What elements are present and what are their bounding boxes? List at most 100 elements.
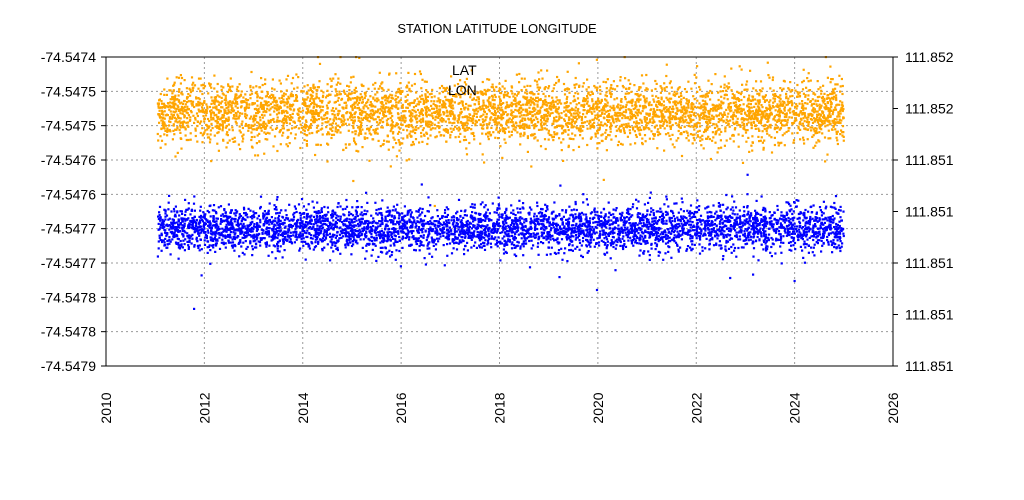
point-lon bbox=[467, 91, 470, 94]
point-lon bbox=[824, 106, 827, 109]
point-lon bbox=[308, 99, 312, 102]
point-lon bbox=[714, 109, 717, 112]
point-lon bbox=[376, 111, 379, 114]
point-lon bbox=[385, 102, 388, 105]
point-lon bbox=[804, 107, 807, 110]
point-lon bbox=[602, 107, 606, 110]
point-lon bbox=[669, 127, 672, 130]
point-lon bbox=[262, 106, 265, 109]
point-lon bbox=[387, 148, 390, 151]
point-lon bbox=[273, 135, 277, 138]
point-lon bbox=[759, 122, 763, 125]
point-lon bbox=[360, 125, 363, 129]
point-lon bbox=[584, 115, 587, 119]
point-lon bbox=[418, 141, 421, 144]
point-lon bbox=[452, 107, 455, 110]
point-lon bbox=[435, 135, 438, 138]
point-lon bbox=[712, 136, 715, 139]
point-lon bbox=[816, 99, 820, 102]
point-lon bbox=[317, 114, 320, 117]
point-lon bbox=[721, 90, 725, 93]
point-lat bbox=[380, 216, 384, 220]
point-lon bbox=[508, 117, 511, 120]
point-lon bbox=[533, 98, 536, 101]
point-lon bbox=[503, 130, 506, 133]
point-lon bbox=[692, 95, 695, 98]
point-lat bbox=[445, 215, 448, 218]
point-lon bbox=[363, 116, 366, 120]
point-lon bbox=[770, 151, 774, 154]
point-lon bbox=[665, 86, 668, 89]
point-lon bbox=[449, 93, 452, 96]
point-lon bbox=[748, 94, 751, 97]
point-lon bbox=[778, 118, 781, 121]
point-lon bbox=[171, 106, 174, 109]
point-lon bbox=[390, 96, 393, 100]
point-lon bbox=[412, 143, 415, 146]
point-lon bbox=[321, 117, 324, 120]
point-lon bbox=[518, 126, 522, 130]
point-lon bbox=[412, 129, 415, 132]
point-lon bbox=[189, 94, 192, 97]
point-lon bbox=[692, 108, 695, 111]
point-lon bbox=[775, 113, 778, 116]
point-lon bbox=[587, 92, 590, 95]
point-lon bbox=[677, 137, 680, 140]
point-lat bbox=[186, 232, 189, 235]
point-lon bbox=[193, 105, 196, 109]
point-lon bbox=[468, 113, 471, 116]
point-lat bbox=[361, 214, 364, 217]
point-lon bbox=[615, 112, 618, 115]
point-lon bbox=[269, 102, 272, 105]
point-lon bbox=[488, 78, 491, 81]
point-lon bbox=[837, 113, 840, 116]
point-lon bbox=[631, 104, 634, 107]
point-lon bbox=[630, 112, 633, 115]
point-lon bbox=[751, 110, 755, 113]
point-lon bbox=[388, 73, 391, 76]
point-lon bbox=[201, 141, 204, 144]
point-lon bbox=[352, 137, 356, 140]
point-lon bbox=[667, 132, 670, 135]
point-lon bbox=[285, 117, 288, 120]
point-lon bbox=[554, 105, 557, 108]
point-lon bbox=[175, 110, 178, 113]
point-lon bbox=[282, 111, 286, 114]
point-lon bbox=[419, 95, 422, 98]
point-lon bbox=[786, 100, 790, 103]
point-lat bbox=[433, 223, 437, 226]
point-lon bbox=[820, 128, 823, 131]
point-lon bbox=[303, 98, 306, 101]
point-lon bbox=[779, 102, 782, 105]
point-lon bbox=[490, 112, 493, 115]
point-lat bbox=[782, 235, 785, 238]
point-lon bbox=[668, 106, 671, 109]
point-lon bbox=[227, 101, 230, 104]
point-lon bbox=[818, 107, 821, 110]
point-lon bbox=[597, 123, 600, 126]
point-lon bbox=[586, 143, 589, 147]
point-lon bbox=[521, 126, 524, 129]
point-lon bbox=[326, 111, 329, 114]
point-lon bbox=[748, 106, 751, 109]
point-lon bbox=[255, 85, 258, 88]
point-lon bbox=[158, 121, 161, 124]
point-lon bbox=[510, 113, 513, 116]
point-lon bbox=[157, 105, 160, 108]
point-lon bbox=[605, 136, 608, 139]
point-lon bbox=[812, 92, 815, 95]
point-lon bbox=[520, 107, 523, 110]
point-lon bbox=[526, 136, 529, 140]
point-lon bbox=[237, 89, 240, 93]
point-lon bbox=[724, 130, 727, 133]
point-lon bbox=[829, 97, 832, 100]
point-lon bbox=[737, 108, 740, 111]
point-lon bbox=[730, 67, 733, 70]
point-lon bbox=[669, 111, 672, 114]
point-lon bbox=[508, 95, 511, 99]
point-lon bbox=[326, 160, 329, 163]
point-lon bbox=[806, 118, 809, 121]
point-lon bbox=[331, 126, 334, 129]
point-lon bbox=[504, 141, 507, 144]
point-lon bbox=[741, 117, 744, 120]
